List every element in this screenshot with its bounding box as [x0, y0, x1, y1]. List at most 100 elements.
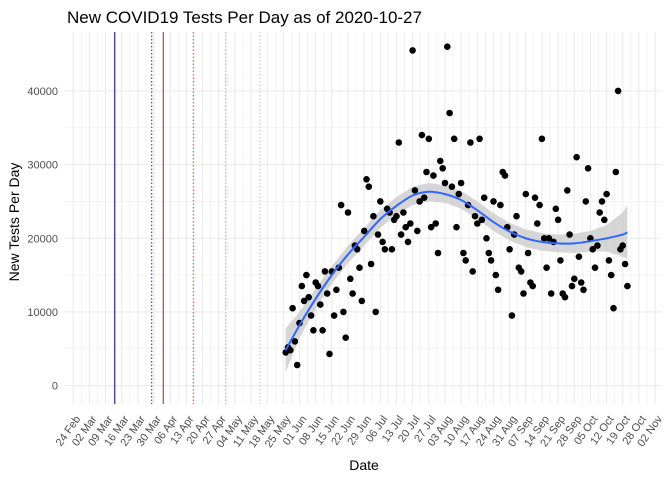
- data-point: [381, 246, 389, 253]
- data-point: [557, 257, 564, 264]
- data-point: [379, 238, 386, 246]
- data-point: [314, 282, 322, 290]
- data-point: [596, 209, 603, 216]
- data-point: [402, 223, 410, 231]
- data-point: [407, 220, 414, 227]
- data-point: [598, 198, 606, 205]
- data-point: [469, 268, 477, 275]
- data-points: [282, 43, 631, 369]
- data-point: [372, 308, 380, 316]
- data-point: [397, 231, 405, 238]
- data-point: [531, 194, 539, 201]
- data-point: [538, 135, 546, 143]
- data-point: [564, 187, 571, 194]
- data-point: [347, 275, 354, 283]
- data-point: [540, 235, 548, 242]
- data-point: [490, 198, 497, 205]
- data-point: [591, 264, 599, 272]
- data-point: [589, 246, 596, 253]
- data-point: [374, 231, 382, 238]
- data-point: [423, 168, 430, 176]
- data-point: [388, 246, 396, 253]
- data-point: [603, 190, 610, 198]
- data-point: [584, 165, 592, 172]
- y-tick-label: 10000: [27, 307, 58, 319]
- data-point: [547, 290, 555, 297]
- data-point: [614, 87, 622, 95]
- data-point: [601, 216, 608, 224]
- data-point: [411, 187, 419, 194]
- data-point: [326, 350, 333, 358]
- data-point: [517, 268, 525, 275]
- data-point: [566, 231, 573, 238]
- data-point: [349, 290, 356, 297]
- data-point: [323, 290, 331, 297]
- data-point: [425, 135, 433, 143]
- data-point: [446, 109, 453, 117]
- data-point: [367, 260, 375, 268]
- data-point: [365, 183, 373, 190]
- data-point: [594, 242, 601, 249]
- data-point: [474, 220, 481, 227]
- y-tick-label: 0: [52, 381, 58, 393]
- data-point: [317, 301, 324, 308]
- data-point: [330, 312, 338, 319]
- data-point: [319, 327, 326, 334]
- data-point: [321, 268, 329, 275]
- data-point: [545, 235, 553, 242]
- data-point: [441, 179, 449, 187]
- data-point: [437, 157, 444, 165]
- data-point: [444, 43, 451, 50]
- data-point: [522, 190, 530, 198]
- grid: [64, 32, 662, 404]
- data-point: [287, 346, 294, 354]
- data-point: [305, 293, 313, 301]
- data-point: [506, 246, 513, 253]
- data-point: [293, 361, 301, 369]
- data-point: [360, 227, 368, 235]
- smooth-trend-line: [284, 190, 628, 351]
- data-point: [453, 223, 460, 231]
- data-point: [300, 297, 308, 305]
- data-point: [356, 264, 363, 272]
- data-point: [342, 334, 350, 342]
- data-point: [291, 338, 299, 345]
- y-axis-ticks: 0 10000 20000 30000 40000: [27, 86, 58, 393]
- data-point: [310, 327, 317, 334]
- data-point: [480, 194, 488, 201]
- data-point: [621, 260, 629, 268]
- data-point: [298, 282, 306, 290]
- y-tick-label: 30000: [27, 160, 58, 172]
- data-point: [420, 194, 428, 201]
- data-point: [471, 212, 479, 220]
- data-point: [573, 153, 580, 161]
- data-point: [494, 286, 502, 294]
- data-point: [439, 165, 447, 172]
- data-point: [333, 286, 340, 294]
- data-point: [416, 198, 423, 205]
- data-point: [377, 198, 384, 205]
- data-point: [353, 246, 361, 253]
- data-point: [432, 220, 440, 227]
- data-point: [455, 190, 463, 198]
- data-point: [393, 212, 400, 220]
- data-point: [483, 235, 490, 242]
- data-point: [619, 242, 626, 249]
- data-point: [552, 205, 560, 213]
- data-point: [612, 168, 620, 176]
- data-point: [337, 201, 345, 209]
- data-point: [434, 249, 442, 257]
- data-point: [582, 198, 590, 205]
- data-point: [487, 257, 495, 264]
- data-point: [492, 271, 500, 279]
- data-point: [605, 257, 613, 264]
- data-point: [580, 286, 587, 294]
- data-point: [427, 223, 435, 231]
- smooth-line: [284, 190, 628, 351]
- data-point: [607, 271, 615, 279]
- data-point: [543, 264, 550, 272]
- data-point: [534, 220, 541, 227]
- data-point: [370, 212, 377, 220]
